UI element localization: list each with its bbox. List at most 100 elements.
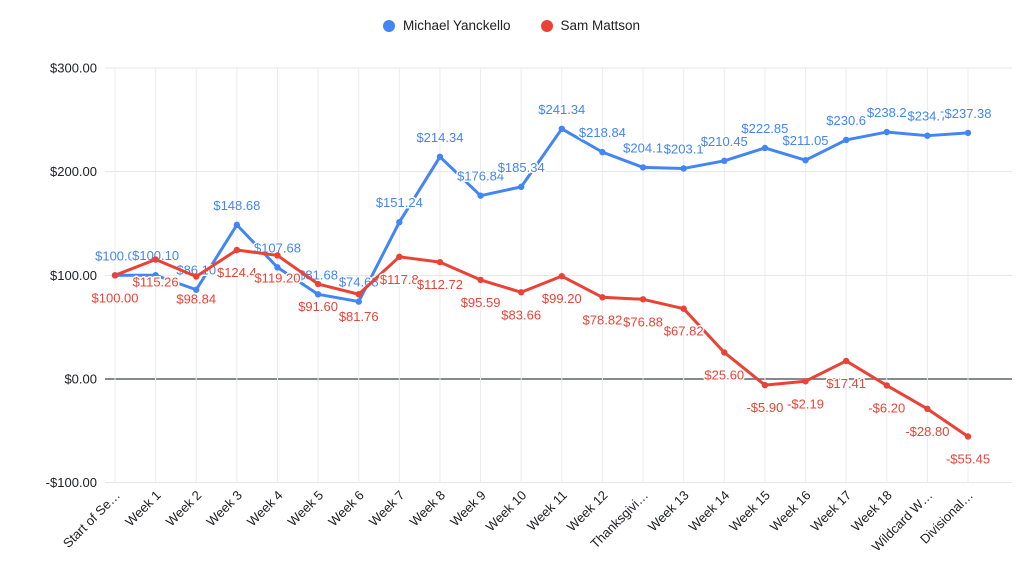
data-point-sam-mattson[interactable] [639,296,647,303]
data-label-sam-mattson: $117.8 [380,272,419,287]
data-point-michael-yanckello[interactable] [396,219,403,226]
data-point-sam-mattson[interactable] [558,272,566,280]
data-point-michael-yanckello[interactable] [436,153,444,160]
x-tick-label: Start of Se… [60,488,123,551]
data-point-michael-yanckello[interactable] [152,272,159,279]
data-label-sam-mattson: -$6.20 [868,400,905,415]
data-label-sam-mattson: -$28.80 [905,424,949,439]
data-label-michael-yanckello: $100.0 [95,248,135,263]
data-point-sam-mattson[interactable] [233,246,241,254]
x-tick-label: Week 5 [285,488,327,530]
data-point-sam-mattson[interactable] [964,433,972,440]
data-label-michael-yanckello: $151.24 [376,195,423,210]
data-point-sam-mattson[interactable] [924,405,931,413]
data-point-sam-mattson[interactable] [193,273,200,280]
legend-label: Sam Mattson [560,18,641,33]
x-tick-label: Week 17 [808,488,855,535]
data-point-sam-mattson[interactable] [842,357,850,365]
data-label-michael-yanckello: $230.6 [826,113,866,128]
data-point-sam-mattson[interactable] [314,280,322,288]
data-point-michael-yanckello[interactable] [639,164,647,171]
data-label-sam-mattson: $98.84 [176,292,216,307]
y-tick-label: $100.00 [50,268,97,283]
x-tick-label: Week 13 [645,488,692,535]
data-point-sam-mattson[interactable] [436,258,444,266]
data-label-michael-yanckello: $211.05 [783,133,829,148]
data-label-sam-mattson: $78.82 [583,312,623,327]
x-tick-label: Week 14 [686,488,733,535]
series-line-michael-yanckello[interactable] [113,127,970,304]
data-label-michael-yanckello: $203.1 [664,141,704,156]
y-tick-label: $0.00 [64,372,97,387]
data-label-sam-mattson: -$55.45 [946,451,990,466]
x-tick-label: Week 10 [483,488,530,535]
x-tick-label: Week 3 [203,488,245,530]
data-point-michael-yanckello[interactable] [680,165,687,172]
data-point-michael-yanckello[interactable] [274,264,281,271]
chart-legend: Michael Yanckello Sam Mattson [0,18,1023,33]
data-point-sam-mattson[interactable] [721,349,728,356]
data-point-michael-yanckello[interactable] [517,183,525,191]
data-label-michael-yanckello: $176.84 [457,169,504,184]
data-point-sam-mattson[interactable] [599,294,606,301]
data-label-michael-yanckello: $74.68 [339,275,379,290]
data-point-michael-yanckello[interactable] [883,128,890,136]
data-point-michael-yanckello[interactable] [721,157,728,165]
x-tick-label: Week 15 [726,488,773,535]
data-point-michael-yanckello[interactable] [802,157,809,164]
data-label-michael-yanckello: $237.38 [945,106,992,121]
data-point-sam-mattson[interactable] [396,253,403,261]
data-label-michael-yanckello: $234.7 [907,109,947,124]
data-label-michael-yanckello: $238.2 [867,105,907,120]
data-point-sam-mattson[interactable] [883,382,890,389]
data-point-michael-yanckello[interactable] [761,144,769,152]
x-tick-label: Week 2 [163,488,205,530]
legend-item-michael-yanckello[interactable]: Michael Yanckello [382,18,511,33]
data-label-sam-mattson: $25.60 [704,367,744,382]
x-tick-label: Week 7 [366,488,408,530]
data-label-michael-yanckello: $81.68 [298,267,338,282]
data-label-sam-mattson: $91.60 [298,299,338,314]
series-line-sam-mattson[interactable] [113,248,970,438]
data-point-michael-yanckello[interactable] [233,221,241,229]
data-point-sam-mattson[interactable] [680,305,687,312]
data-point-michael-yanckello[interactable] [314,291,322,298]
data-point-michael-yanckello[interactable] [964,129,972,137]
data-point-sam-mattson[interactable] [152,256,159,263]
data-label-sam-mattson: $100.00 [92,290,139,305]
data-point-sam-mattson[interactable] [802,378,809,385]
legend-label: Michael Yanckello [402,18,511,33]
data-point-michael-yanckello[interactable] [599,148,606,156]
data-label-sam-mattson: $124.4 [217,265,257,280]
data-point-sam-mattson[interactable] [274,252,281,259]
data-label-sam-mattson: $17.41 [826,376,866,391]
data-point-michael-yanckello[interactable] [477,192,484,199]
data-label-sam-mattson: $119.20 [254,270,300,285]
legend-swatch-icon [382,19,395,32]
data-point-sam-mattson[interactable] [477,276,484,284]
data-label-michael-yanckello: $218.84 [579,125,626,140]
data-label-sam-mattson: $95.59 [461,295,501,310]
data-point-michael-yanckello[interactable] [924,132,931,139]
data-label-sam-mattson: $115.26 [133,275,179,290]
x-tick-label: Week 1 [122,488,164,530]
data-label-sam-mattson: $112.72 [417,277,463,292]
legend-item-sam-mattson[interactable]: Sam Mattson [540,18,641,33]
data-point-michael-yanckello[interactable] [842,136,850,144]
data-label-sam-mattson: $67.82 [664,324,704,339]
data-label-sam-mattson: -$5.90 [746,400,783,415]
data-point-sam-mattson[interactable] [111,272,119,279]
data-label-michael-yanckello: $241.34 [538,102,585,117]
data-label-michael-yanckello: $204.1 [623,140,663,155]
x-tick-label: Week 11 [524,488,570,534]
data-point-sam-mattson[interactable] [517,289,525,296]
data-point-michael-yanckello[interactable] [193,286,200,293]
data-label-michael-yanckello: $222.85 [741,121,788,136]
data-point-michael-yanckello[interactable] [355,298,362,305]
data-point-sam-mattson[interactable] [355,291,362,298]
data-point-michael-yanckello[interactable] [558,125,566,133]
data-label-sam-mattson: $99.20 [542,291,582,306]
data-point-sam-mattson[interactable] [761,381,769,389]
